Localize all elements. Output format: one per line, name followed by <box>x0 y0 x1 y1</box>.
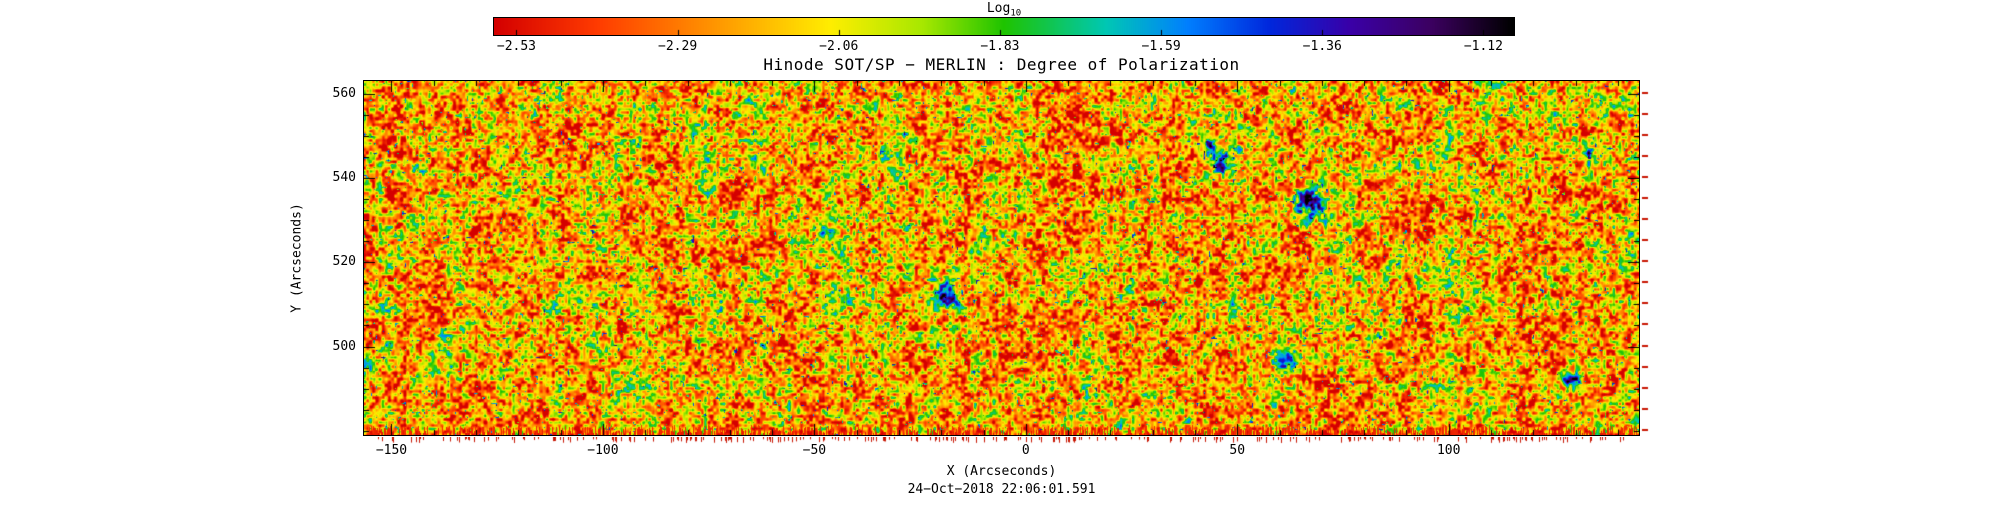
plot-title: Hinode SOT/SP − MERLIN : Degree of Polar… <box>763 55 1240 74</box>
colorbar-tick-label: −1.12 <box>1463 39 1503 54</box>
colorbar-tick-label: −1.59 <box>1141 39 1181 54</box>
y-tick-label: 560 <box>332 85 356 101</box>
x-tick-label: −100 <box>587 443 619 458</box>
heatmap-canvas <box>364 81 1639 435</box>
colorbar-tick-label: −1.83 <box>980 39 1020 54</box>
colorbar-title-sub: 10 <box>1010 8 1022 19</box>
x-tick-label: −50 <box>802 443 827 458</box>
timestamp: 24−Oct−2018 22:06:01.591 <box>907 482 1096 497</box>
x-tick-label: 50 <box>1229 443 1246 458</box>
colorbar-tick-label: −2.29 <box>658 39 698 54</box>
x-axis-label: X (Arcseconds) <box>946 464 1057 479</box>
x-tick-label: 0 <box>1021 443 1030 458</box>
colorbar-title: Log10 <box>494 1 1514 19</box>
colorbar-title-text: Log <box>986 1 1011 16</box>
y-tick-label: 500 <box>332 338 356 354</box>
y-axis-label: Y (Arcseconds) <box>288 80 306 436</box>
x-tick-label: 100 <box>1436 443 1461 458</box>
colorbar-canvas <box>493 17 1515 36</box>
x-tick-label: −150 <box>375 443 408 458</box>
y-tick-label: 520 <box>332 254 356 270</box>
colorbar-tick-label: −1.36 <box>1302 39 1342 54</box>
colorbar-tick-label: −2.06 <box>819 39 859 54</box>
y-axis-label-text: Y (Arcseconds) <box>289 203 305 313</box>
right-edge-tick-marks <box>1641 80 1651 436</box>
bottom-edge-marks <box>364 437 1639 444</box>
colorbar-tick-label: −2.53 <box>496 39 537 54</box>
plot-frame <box>363 80 1640 436</box>
y-tick-label: 540 <box>332 169 356 185</box>
